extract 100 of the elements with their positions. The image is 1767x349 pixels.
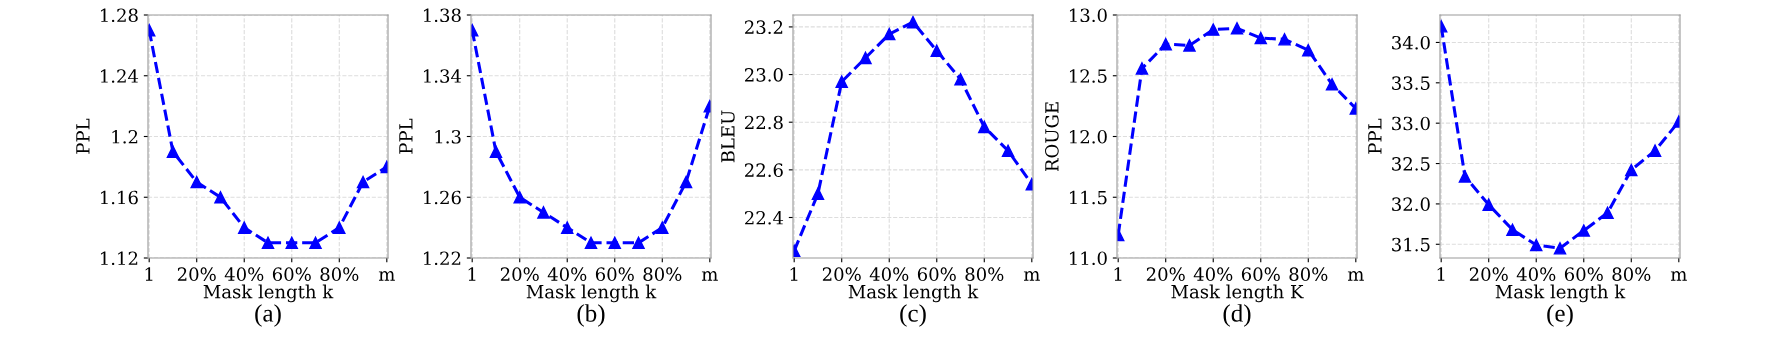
y-tick-label: 1.3 [435,129,461,144]
point [1325,78,1339,91]
y-axis-title: BLEU [721,110,735,163]
point [237,221,251,234]
point [1648,144,1662,157]
point [584,236,598,250]
y-tick-label: 23.2 [744,20,783,35]
y-tick-label: 23.0 [744,68,783,82]
x-tick-label: 60% [595,267,634,281]
point [489,145,503,158]
x-tick-label: m [378,271,395,281]
y-tick-label: 1.16 [100,190,138,205]
y-tick-label: 31.5 [1392,237,1430,252]
point [1254,31,1268,45]
y-tick-label: 1.38 [423,8,461,23]
point [1230,22,1244,35]
point [214,190,227,204]
x-tick-label: 80% [965,267,1004,281]
point [906,15,920,29]
x-tick-label: m [1023,271,1040,281]
y-axis-title: PPL [76,118,90,154]
x-tick-label: 40% [1516,267,1556,281]
y-axis-title: PPL [399,118,413,154]
point [1577,224,1591,237]
x-tick-label: 40% [1193,267,1233,281]
point [1302,43,1315,57]
point [1159,37,1172,51]
point [285,236,299,250]
x-tick-label: 20% [1146,267,1185,281]
point [1278,33,1291,46]
x-tick-label: 60% [1241,267,1280,281]
x-tick-label: 40% [224,267,264,281]
point [1601,206,1614,220]
y-tick-label: 22.6 [744,163,783,177]
y-tick-label: 34.0 [1392,35,1430,50]
text: (b) [577,304,605,327]
point [1183,39,1196,52]
y-tick-label: 33.5 [1392,76,1430,90]
text: (c) [900,304,926,327]
y-tick-label: 12.0 [1069,129,1107,144]
x-tick-label: 1 [790,267,798,281]
point [1001,144,1015,158]
y-tick-label: 1.22 [423,251,461,266]
x-tick-label: 80% [643,267,682,281]
point [882,27,896,41]
x-tick-label: 1 [145,267,153,281]
y-tick-label: 11.5 [1069,190,1107,205]
point [537,206,550,219]
y-tick-label: 32.5 [1392,157,1430,171]
y-tick-label: 32.0 [1392,197,1430,212]
x-tick-label: 60% [917,267,956,281]
y-axis-title: ROUGE [1045,102,1059,172]
point [309,236,322,250]
y-tick-label: 1.2 [112,129,138,144]
x-axis-title: Mask length k [526,284,657,303]
point [190,175,203,189]
point [608,236,622,250]
point [1553,242,1567,255]
x-tick-label: m [1670,271,1687,281]
point [930,44,944,57]
point [1506,223,1519,236]
point [1529,238,1543,252]
y-tick-label: 12.5 [1069,69,1107,83]
point [679,175,693,189]
x-tick-label: 80% [320,267,359,281]
y-tick-label: 1.26 [423,190,461,205]
point [811,187,825,200]
point [954,73,967,86]
point [656,221,669,234]
point [560,221,574,234]
point [333,221,346,234]
text: (e) [1547,304,1573,327]
x-axis-title: Mask length k [848,284,979,303]
x-axis-title: Mask length k [1495,284,1626,303]
x-tick-label: m [1347,271,1364,281]
x-tick-label: 60% [272,267,311,281]
y-axis-title: PPL [1368,118,1382,154]
x-tick-label: 40% [547,267,587,281]
x-tick-label: 80% [1612,267,1651,281]
point [1135,62,1149,75]
point [632,236,645,250]
point [978,120,991,134]
point [166,145,180,158]
point [859,51,872,65]
x-tick-label: 1 [1114,267,1122,281]
point [1625,163,1638,177]
y-tick-label: 22.8 [744,115,783,130]
y-tick-label: 33.0 [1392,116,1430,131]
y-tick-label: 11.0 [1069,251,1107,266]
x-tick-label: 60% [1564,267,1603,281]
text: (d) [1223,304,1251,327]
point [1206,23,1220,36]
x-tick-label: 1 [1437,267,1445,281]
x-tick-label: 20% [177,267,216,281]
y-tick-label: 1.24 [100,69,139,83]
y-tick-label: 13.0 [1069,8,1107,23]
x-tick-label: 20% [822,267,861,281]
x-tick-label: 80% [1289,267,1328,281]
x-tick-label: 1 [468,267,476,281]
point [1458,170,1472,183]
